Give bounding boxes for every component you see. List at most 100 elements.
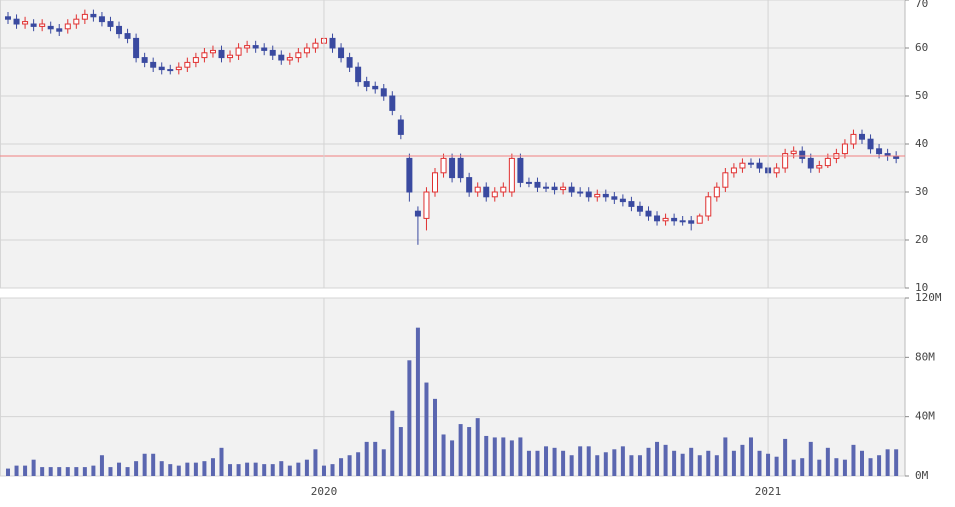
candle-body — [192, 57, 199, 63]
volume-bar — [279, 461, 284, 476]
candle-body — [483, 186, 490, 198]
candle-body — [98, 16, 105, 23]
volume-bar — [595, 455, 600, 476]
candle-body — [619, 198, 626, 203]
candle-body — [22, 21, 29, 25]
candle-body — [30, 23, 37, 27]
volume-bar — [860, 450, 864, 476]
candle-body — [116, 25, 123, 35]
volume-bar — [629, 455, 634, 476]
candle-body — [654, 215, 661, 222]
volume-bar — [74, 467, 79, 476]
volume-bar — [552, 447, 557, 476]
candle-body — [756, 162, 763, 169]
candle-body — [167, 69, 174, 72]
volume-bar — [894, 449, 899, 476]
volume-bar — [535, 450, 540, 476]
candle-body — [124, 33, 131, 39]
volume-bar — [748, 437, 753, 476]
candle-body — [141, 57, 148, 63]
candle-body — [184, 61, 191, 68]
candle-body — [824, 157, 831, 167]
candle-body — [107, 21, 114, 27]
y-tick-label: 20 — [915, 233, 928, 246]
volume-bar — [475, 418, 480, 476]
volume-bar — [697, 455, 702, 476]
candle-body — [209, 49, 216, 54]
candle-body — [876, 148, 883, 155]
candle-body — [457, 157, 464, 179]
candle-body — [278, 54, 285, 61]
candle-body — [5, 16, 11, 20]
volume-bar — [441, 434, 446, 476]
volume-bar — [723, 437, 728, 476]
candle-body — [543, 186, 550, 189]
volume-bar — [612, 449, 617, 476]
volume-bar — [228, 464, 233, 476]
candle-body — [432, 172, 438, 193]
candle-body — [807, 157, 814, 169]
volume-bar — [65, 467, 70, 476]
volume-bar — [620, 446, 625, 476]
volume-bar — [672, 450, 677, 476]
candle-body — [816, 165, 823, 169]
volume-bar — [637, 455, 642, 476]
volume-bar — [774, 456, 779, 476]
candle-body — [577, 191, 584, 194]
candle-body — [474, 186, 481, 193]
volume-bar — [484, 435, 489, 476]
volume-bar — [518, 437, 523, 476]
volume-bar — [689, 447, 694, 476]
volume-bar — [31, 459, 36, 476]
candle-body — [705, 196, 712, 217]
candle-body — [602, 193, 609, 198]
volume-bar — [270, 464, 275, 476]
y-tick-label: 40 — [915, 137, 928, 150]
volume-bar — [450, 440, 455, 476]
volume-bar — [586, 446, 591, 476]
volume-bar — [877, 455, 882, 476]
volume-bar — [364, 441, 369, 476]
volume-bar — [509, 440, 514, 476]
candle-body — [662, 217, 669, 222]
candle-body — [175, 66, 182, 71]
y-tick-label: 70 — [915, 0, 928, 10]
volume-bar — [381, 449, 386, 476]
candle-body — [508, 157, 515, 193]
volume-bar — [433, 398, 437, 476]
candle-body — [739, 162, 746, 169]
candle-body — [227, 54, 234, 59]
volume-bar — [117, 462, 122, 476]
candle-body — [338, 47, 345, 59]
volume-bar — [842, 459, 847, 476]
volume-bar — [706, 450, 711, 476]
volume-bar — [766, 453, 771, 476]
candle-body — [346, 57, 353, 68]
volume-bar — [740, 444, 745, 476]
volume-bar — [398, 427, 403, 476]
volume-bar — [23, 465, 28, 476]
candle-body — [252, 45, 259, 49]
volume-bar — [219, 447, 224, 476]
candle-body — [47, 25, 54, 30]
y-tick-label: 40M — [915, 410, 935, 423]
x-tick-label: 2021 — [755, 485, 782, 498]
candle-body — [730, 167, 737, 174]
candle-body — [329, 37, 336, 49]
candle-body — [261, 47, 268, 51]
candle-body — [218, 49, 225, 59]
volume-bar — [185, 462, 190, 476]
candle-body — [380, 88, 387, 97]
volume-bar — [14, 465, 19, 476]
volume-bar — [663, 444, 668, 476]
candle-body — [491, 191, 498, 198]
candle-body — [244, 45, 251, 49]
candle-body — [56, 28, 63, 32]
volume-bar — [825, 447, 830, 476]
volume-bar — [108, 467, 113, 476]
volume-bar — [757, 450, 762, 476]
candle-body — [696, 215, 703, 224]
candle-body — [611, 196, 618, 200]
y-tick-label: 80M — [915, 350, 935, 363]
volume-bar — [339, 458, 344, 476]
